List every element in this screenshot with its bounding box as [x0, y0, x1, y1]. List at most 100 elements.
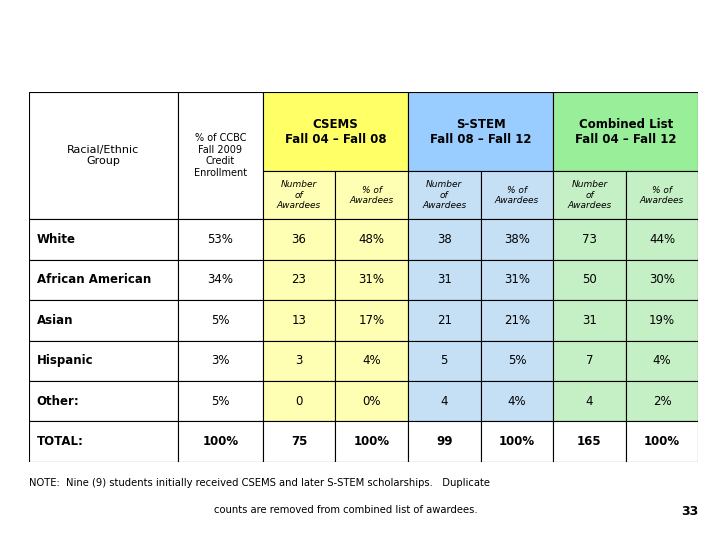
Text: 73: 73 — [582, 233, 597, 246]
Text: 31: 31 — [582, 314, 597, 327]
Bar — [626, 421, 698, 462]
Text: % of CCBC
Fall 2009
Credit
Enrollment: % of CCBC Fall 2009 Credit Enrollment — [194, 133, 247, 178]
Bar — [626, 381, 698, 421]
Bar — [553, 260, 626, 300]
Text: 31%: 31% — [504, 273, 530, 287]
Bar — [29, 341, 178, 381]
Text: 19%: 19% — [649, 314, 675, 327]
Bar — [29, 381, 178, 421]
Bar — [29, 260, 178, 300]
Text: Combined List
Fall 04 – Fall 12: Combined List Fall 04 – Fall 12 — [575, 118, 677, 146]
Bar — [263, 381, 336, 421]
Bar — [480, 341, 553, 381]
Text: 5%: 5% — [508, 354, 526, 367]
Bar — [336, 341, 408, 381]
Bar — [408, 260, 480, 300]
Bar — [480, 171, 553, 219]
Bar — [336, 300, 408, 341]
Bar — [263, 341, 336, 381]
Bar — [336, 260, 408, 300]
Bar — [553, 219, 626, 260]
Bar — [29, 300, 178, 341]
Text: Hispanic: Hispanic — [37, 354, 94, 367]
Text: Number
of
Awardees: Number of Awardees — [422, 180, 467, 210]
Text: 34%: 34% — [207, 273, 233, 287]
Bar — [178, 421, 263, 462]
Text: 165: 165 — [577, 435, 602, 448]
Text: 21: 21 — [437, 314, 451, 327]
Bar — [408, 341, 480, 381]
Text: 4: 4 — [586, 395, 593, 408]
Text: 36: 36 — [292, 233, 307, 246]
Text: 44%: 44% — [649, 233, 675, 246]
Text: 2%: 2% — [653, 395, 672, 408]
Bar — [336, 171, 408, 219]
Bar — [626, 171, 698, 219]
Bar — [263, 300, 336, 341]
Bar — [626, 219, 698, 260]
Bar — [29, 92, 178, 219]
Bar — [408, 300, 480, 341]
Text: 100%: 100% — [644, 435, 680, 448]
Text: 17%: 17% — [359, 314, 384, 327]
Bar — [480, 381, 553, 421]
Text: counts are removed from combined list of awardees.: counts are removed from combined list of… — [214, 505, 477, 515]
Bar — [480, 260, 553, 300]
Bar — [626, 341, 698, 381]
Text: 53%: 53% — [207, 233, 233, 246]
Text: NOTE:  Nine (9) students initially received CSEMS and later S-STEM scholarships.: NOTE: Nine (9) students initially receiv… — [29, 478, 490, 488]
Text: 100%: 100% — [499, 435, 535, 448]
Text: 99: 99 — [436, 435, 453, 448]
Bar — [336, 421, 408, 462]
Bar — [408, 421, 480, 462]
Text: 5%: 5% — [211, 395, 230, 408]
Text: % of
Awardees: % of Awardees — [349, 186, 394, 205]
Bar — [263, 92, 408, 171]
Bar — [178, 381, 263, 421]
Bar — [29, 219, 178, 260]
Bar — [553, 92, 698, 171]
Bar — [263, 421, 336, 462]
Text: 13: 13 — [292, 314, 307, 327]
Text: 21%: 21% — [504, 314, 530, 327]
Text: 4%: 4% — [653, 354, 672, 367]
Bar — [336, 219, 408, 260]
Text: 4%: 4% — [508, 395, 526, 408]
Text: 38%: 38% — [504, 233, 530, 246]
Bar — [480, 421, 553, 462]
Bar — [178, 341, 263, 381]
Text: S-STEM
Fall 08 – Fall 12: S-STEM Fall 08 – Fall 12 — [430, 118, 531, 146]
Bar — [480, 219, 553, 260]
Text: Racial/Ethnic
Group: Racial/Ethnic Group — [67, 145, 140, 166]
Text: White: White — [37, 233, 76, 246]
Text: 33: 33 — [681, 505, 698, 518]
Text: 38: 38 — [437, 233, 451, 246]
Bar — [553, 421, 626, 462]
Text: % of
Awardees: % of Awardees — [495, 186, 539, 205]
Text: 4: 4 — [441, 395, 448, 408]
Text: 75: 75 — [291, 435, 307, 448]
Text: % of
Awardees: % of Awardees — [640, 186, 684, 205]
Text: Diversity of 165 Combined Awardees: Diversity of 165 Combined Awardees — [71, 22, 649, 50]
Text: Other:: Other: — [37, 395, 80, 408]
Text: 31: 31 — [437, 273, 451, 287]
Text: 0%: 0% — [362, 395, 381, 408]
Bar — [553, 300, 626, 341]
Bar — [336, 381, 408, 421]
Text: 4%: 4% — [362, 354, 381, 367]
Bar — [263, 219, 336, 260]
Bar — [553, 171, 626, 219]
Bar — [178, 219, 263, 260]
Text: 30%: 30% — [649, 273, 675, 287]
Text: Number
of
Awardees: Number of Awardees — [567, 180, 611, 210]
Text: 50: 50 — [582, 273, 597, 287]
Text: 3%: 3% — [211, 354, 230, 367]
Bar — [626, 260, 698, 300]
Text: TOTAL:: TOTAL: — [37, 435, 84, 448]
Bar — [408, 381, 480, 421]
Bar — [408, 219, 480, 260]
Bar — [408, 92, 553, 171]
Bar — [626, 300, 698, 341]
Text: 31%: 31% — [359, 273, 384, 287]
Bar — [480, 300, 553, 341]
